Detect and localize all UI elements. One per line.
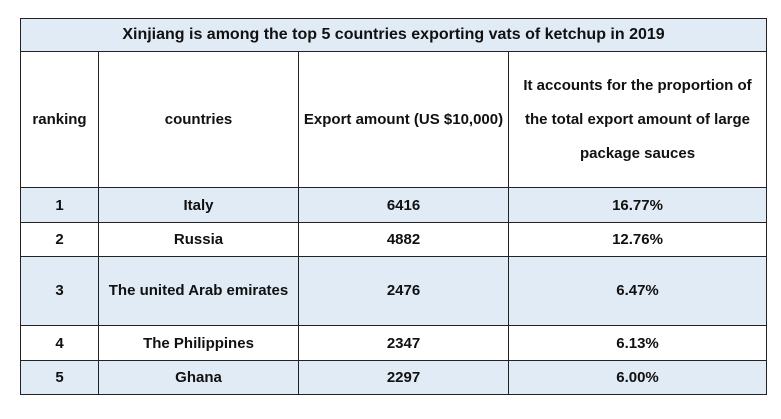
header-proportion: It accounts for the proportion of the to…	[507, 51, 768, 188]
country-cell: The united Arab emirates	[98, 256, 299, 326]
amount-cell: 2347	[298, 325, 509, 361]
share-cell: 16.77%	[507, 187, 768, 223]
table-title: Xinjiang is among the top 5 countries ex…	[19, 18, 768, 52]
header-export-amount: Export amount (US $10,000)	[298, 51, 509, 188]
rank-cell: 1	[20, 187, 99, 223]
share-cell: 6.00%	[507, 360, 768, 395]
country-cell: Italy	[98, 187, 299, 223]
table-row: 4 The Philippines 2347 6.13%	[20, 325, 768, 361]
amount-cell: 4882	[298, 222, 509, 257]
title-row: Xinjiang is among the top 5 countries ex…	[19, 18, 768, 52]
amount-cell: 2297	[298, 360, 509, 395]
rank-cell: 4	[20, 325, 99, 361]
share-cell: 12.76%	[507, 222, 768, 257]
header-row: ranking countries Export amount (US $10,…	[20, 51, 768, 188]
country-cell: Ghana	[98, 360, 299, 395]
export-table: Xinjiang is among the top 5 countries ex…	[19, 18, 768, 395]
header-countries: countries	[98, 51, 299, 188]
country-cell: The Philippines	[98, 325, 299, 361]
header-ranking: ranking	[20, 51, 99, 188]
amount-cell: 6416	[298, 187, 509, 223]
table-row: 5 Ghana 2297 6.00%	[20, 360, 768, 395]
table-row: 2 Russia 4882 12.76%	[20, 222, 768, 257]
country-cell: Russia	[98, 222, 299, 257]
share-cell: 6.47%	[507, 256, 768, 326]
rank-cell: 3	[20, 256, 99, 326]
rank-cell: 5	[20, 360, 99, 395]
table-row: 3 The united Arab emirates 2476 6.47%	[20, 256, 768, 326]
amount-cell: 2476	[298, 256, 509, 326]
rank-cell: 2	[20, 222, 99, 257]
table-row: 1 Italy 6416 16.77%	[20, 187, 768, 223]
share-cell: 6.13%	[507, 325, 768, 361]
